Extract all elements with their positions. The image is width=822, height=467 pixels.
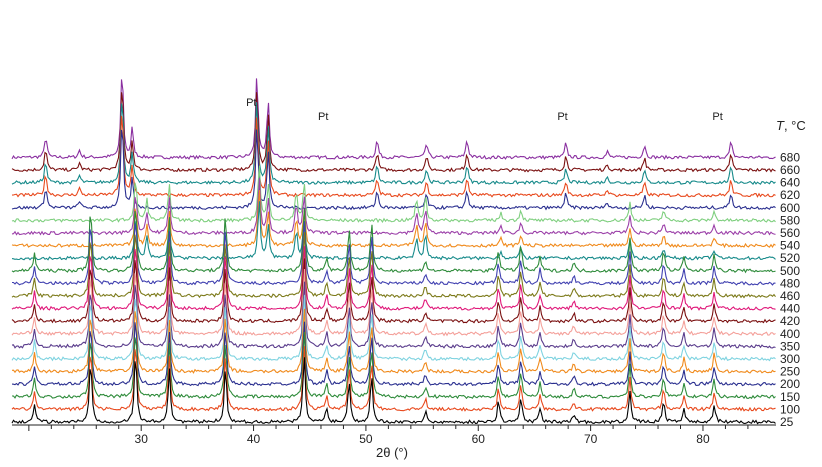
temp-label-420: 420: [780, 314, 800, 328]
temp-label-500: 500: [780, 264, 800, 278]
temp-label-640: 640: [780, 176, 800, 190]
temp-label-560: 560: [780, 226, 800, 240]
temp-label-200: 200: [780, 377, 800, 391]
pt-label-4: Pt: [712, 111, 722, 123]
x-tick-label-70: 70: [584, 432, 598, 446]
temp-label-440: 440: [780, 302, 800, 316]
pattern-traces: [11, 78, 776, 425]
pt-label-3: Pt: [557, 111, 567, 123]
trace-460: [11, 232, 776, 299]
legend-header: T, °C: [776, 118, 806, 133]
temp-label-400: 400: [780, 327, 800, 341]
trace-660: [11, 92, 776, 173]
temp-label-460: 460: [780, 289, 800, 303]
x-axis-title: 2θ (°): [376, 445, 408, 460]
pt-label-2: Pt: [318, 111, 328, 123]
trace-600: [11, 129, 776, 211]
x-tick-label-30: 30: [135, 432, 149, 446]
temp-label-150: 150: [780, 390, 800, 404]
temp-label-600: 600: [780, 201, 800, 215]
temp-label-620: 620: [780, 188, 800, 202]
trace-540: [11, 190, 776, 249]
temp-label-580: 580: [780, 213, 800, 227]
temp-label-250: 250: [780, 365, 800, 379]
pt-label-1: Pt: [246, 97, 256, 109]
trace-400: [11, 268, 776, 337]
trace-500: [11, 208, 776, 274]
x-tick-label-60: 60: [472, 432, 486, 446]
trace-420: [11, 258, 776, 324]
trace-300: [11, 295, 776, 362]
trace-580: [11, 165, 776, 224]
trace-100: [11, 346, 776, 412]
trace-620: [11, 115, 776, 198]
trace-350: [11, 281, 776, 349]
x-tick-label-50: 50: [359, 432, 373, 446]
legend-header-italic: T: [776, 118, 785, 133]
pt-annotations: Pt Pt Pt Pt: [246, 97, 723, 123]
trace-520: [11, 201, 776, 261]
trace-440: [11, 246, 776, 311]
trace-680: [11, 78, 776, 161]
temp-label-660: 660: [780, 163, 800, 177]
trace-640: [11, 102, 776, 186]
temp-label-520: 520: [780, 251, 800, 265]
temp-label-350: 350: [780, 339, 800, 353]
temp-label-480: 480: [780, 276, 800, 290]
temp-label-680: 680: [780, 150, 800, 164]
trace-25: [11, 357, 776, 425]
x-tick-label-80: 80: [696, 432, 710, 446]
legend-header-text: , °C: [784, 118, 806, 133]
trace-150: [12, 331, 776, 400]
trace-480: [12, 221, 776, 286]
temp-label-540: 540: [780, 239, 800, 253]
trace-560: [11, 177, 776, 236]
trace-200: [11, 321, 776, 387]
x-axis: 30 40 50 60 70 80: [12, 424, 776, 446]
x-tick-label-40: 40: [247, 432, 261, 446]
temp-label-100: 100: [780, 402, 800, 416]
trace-250: [11, 308, 776, 374]
temp-label-25: 25: [780, 415, 794, 429]
temp-label-300: 300: [780, 352, 800, 366]
temperature-labels: 6806606406206005805605405205004804604404…: [780, 150, 800, 429]
